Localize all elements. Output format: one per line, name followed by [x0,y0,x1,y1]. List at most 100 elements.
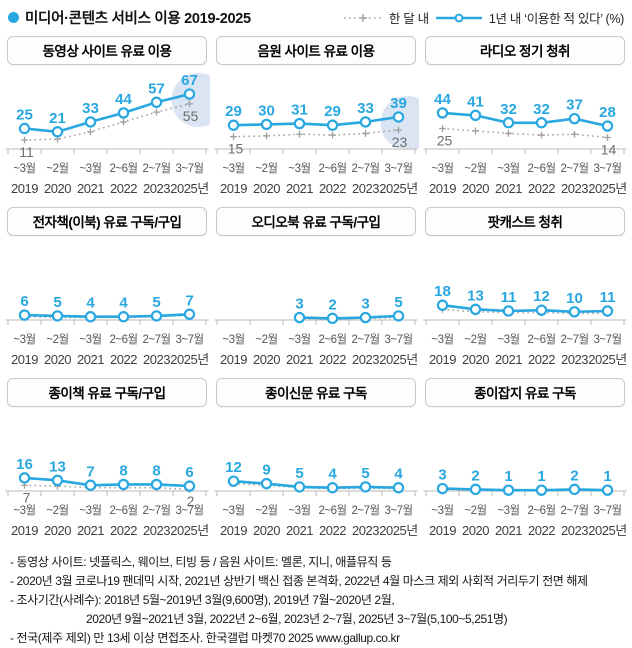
month-label: ~2월 [46,504,68,517]
data-point [293,117,306,130]
dotted-value-label: 15 [228,141,244,157]
panel-title: 전자책(이북) 유료 구독/구입 [7,207,207,236]
month-label: 3~7월 [593,504,621,517]
panel: 팟캐스트 청취 18 13 11 12 10 11 ~3월 ~2월 ~3월 2~6월 2~7월 3~7월… [422,207,628,372]
value-label: 28 [599,104,616,121]
plus-marker-icon [604,134,611,141]
month-label: ~3월 [79,162,101,175]
value-label: 39 [390,95,407,112]
data-point [227,119,240,131]
year-label: 2025년 [170,181,208,196]
month-label: 2~7월 [560,333,588,346]
month-label: 3~7월 [593,162,621,175]
year-label: 2025년 [170,352,208,367]
chart-svg: 29 30 31 29 33 39 15 23 ~3월 ~2월 ~3월 2~6월 2~7월 3~7월 201… [214,95,419,196]
year-label: 2019 [11,181,38,196]
month-label: 2~7월 [351,162,379,175]
month-label: 3~7월 [175,333,203,346]
year-label: 2022 [319,181,346,196]
month-label: 2~7월 [142,333,170,346]
data-point [183,480,196,492]
year-label: 2020 [462,523,489,538]
panel-title: 종이신문 유료 구독 [216,378,416,407]
month-label: 2~6월 [318,504,346,517]
data-point [469,483,482,496]
value-label: 16 [16,456,33,473]
data-point [568,483,581,496]
value-label: 1 [537,468,545,485]
data-point [436,107,449,119]
panels-grid: 동영상 사이트 유료 이용 25 21 33 44 57 67 11 55 ~3월 ~2월 ~3월 2~… [4,36,628,543]
panel: 동영상 사이트 유료 이용 25 21 33 44 57 67 11 55 ~3월 ~2월 ~3월 2~… [4,36,210,201]
chart-svg: 6 5 4 4 5 7 ~3월 ~2월 ~3월 2~6월 2~7월 3~7월 2019 2020 2021 2… [5,292,209,367]
value-label: 33 [82,100,99,117]
month-label: ~3월 [497,162,519,175]
data-point [568,306,581,318]
panel-title: 오디오북 유료 구독/구입 [216,207,416,236]
chart-svg: 3 2 1 1 2 1 ~3월 ~2월 ~3월 2~6월 2~7월 3~7월 2019 2020 2021 2… [423,467,627,538]
year-label: 2022 [110,523,137,538]
data-point [84,116,97,128]
year-label: 2022 [319,352,346,367]
year-label: 2021 [286,352,313,367]
month-label: ~3월 [288,333,310,346]
legend-dotted-label: 한 달 내 [388,12,429,26]
dotted-value-label: 7 [23,489,31,505]
year-label: 2021 [77,352,104,367]
data-point [18,309,31,321]
data-point [436,299,449,311]
value-label: 4 [119,295,128,312]
month-label: ~2월 [464,162,486,175]
data-point [117,478,130,491]
value-label: 1 [504,468,512,485]
panel: 라디오 정기 청취 44 41 32 32 37 28 25 14 ~3월 ~2월 ~3월 2~6월 2~… [422,36,628,201]
plus-marker-icon [296,130,303,138]
footnotes: - 동영상 사이트: 넷플릭스, 웨이브, 티빙 등 / 음원 사이트: 멜론,… [4,553,628,648]
value-label: 13 [467,287,484,304]
data-point [51,126,64,138]
chart-svg: 18 13 11 12 10 11 ~3월 ~2월 ~3월 2~6월 2~7월 3~7월 2019 202… [423,283,627,367]
year-label: 2023 [143,523,170,538]
year-label: 2022 [528,181,555,196]
year-label: 2022 [528,352,555,367]
data-point [502,484,515,496]
year-label: 2025년 [379,352,417,367]
plus-marker-icon [505,130,512,137]
year-label: 2025년 [379,181,417,196]
panel-title: 팟캐스트 청취 [425,207,625,236]
value-label: 8 [119,462,127,479]
month-label: ~2월 [46,333,68,346]
value-label: 31 [291,102,308,119]
plus-marker-icon [230,133,237,141]
value-label: 44 [434,91,451,108]
data-point [326,312,339,325]
year-label: 2023 [561,352,588,367]
data-point [51,474,64,487]
value-label: 33 [357,100,374,117]
value-label: 12 [225,459,242,476]
value-label: 29 [225,103,242,120]
dotted-line [24,103,190,141]
value-label: 32 [533,101,550,118]
year-label: 2020 [253,181,280,196]
year-label: 2022 [528,523,555,538]
year-label: 2023 [143,181,170,196]
dotted-line [442,127,608,139]
year-label: 2023 [352,523,379,538]
data-point [227,475,240,487]
year-label: 2022 [110,181,137,196]
month-label: ~2월 [464,333,486,346]
blue-line [24,313,190,318]
value-label: 11 [501,289,517,306]
month-label: 2~6월 [527,504,555,517]
month-label: ~3월 [222,504,244,517]
month-label: ~3월 [497,504,519,517]
blue-line [299,314,399,320]
chart-svg: 12 9 5 4 5 4 ~3월 ~2월 ~3월 2~6월 2~7월 3~7월 2019 2020 2021… [214,459,418,538]
month-label: 2~6월 [318,162,346,175]
blue-line [442,487,608,492]
month-label: ~3월 [222,333,244,346]
blue-line [233,479,399,489]
panel-title: 종이책 유료 구독/구입 [7,378,207,407]
value-label: 8 [152,462,160,479]
